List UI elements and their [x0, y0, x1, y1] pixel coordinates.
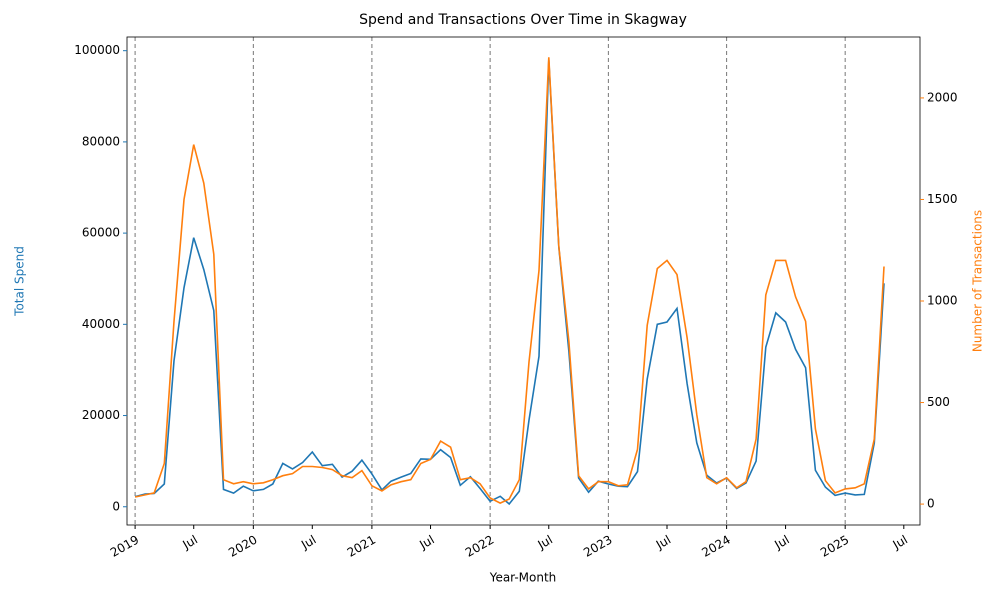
x-tick-label: 2024	[699, 533, 732, 560]
x-tick-label: Jul	[890, 533, 910, 553]
series-line	[134, 59, 885, 506]
y2-axis-label: Number of Transactions	[971, 210, 985, 352]
y-tick-label: 60000	[82, 226, 120, 240]
plot-frame	[126, 36, 921, 526]
y2-tick-label: 0	[927, 497, 935, 511]
x-tick-label: 2021	[345, 533, 378, 560]
y2-tick-label: 1000	[927, 294, 958, 308]
y2-tick-label: 1500	[927, 192, 958, 206]
x-tick-label: Jul	[298, 533, 318, 553]
x-tick-label: 2019	[108, 533, 141, 560]
x-tick-label: 2022	[463, 533, 496, 560]
y-tick-label: 40000	[82, 317, 120, 331]
series-line	[134, 57, 885, 504]
x-tick-label: 2020	[226, 533, 259, 560]
x-tick-label: Jul	[653, 533, 673, 553]
x-tick-label: Jul	[416, 533, 436, 553]
x-axis-label: Year-Month	[489, 571, 557, 585]
y-tick-label: 0	[112, 499, 120, 513]
x-tick-label: 2025	[818, 533, 851, 560]
chart-title: Spend and Transactions Over Time in Skag…	[359, 12, 687, 28]
x-tick-label: 2023	[581, 533, 614, 560]
x-tick-label: Jul	[180, 533, 200, 553]
x-tick-label: Jul	[535, 533, 555, 553]
x-tick-label: Jul	[771, 533, 791, 553]
y-tick-label: 100000	[74, 43, 120, 57]
y-tick-label: 20000	[82, 408, 120, 422]
y2-tick-label: 500	[927, 395, 950, 409]
y-axis-label: Total Spend	[13, 246, 27, 317]
y2-tick-label: 2000	[927, 90, 958, 104]
y-tick-label: 80000	[82, 134, 120, 148]
